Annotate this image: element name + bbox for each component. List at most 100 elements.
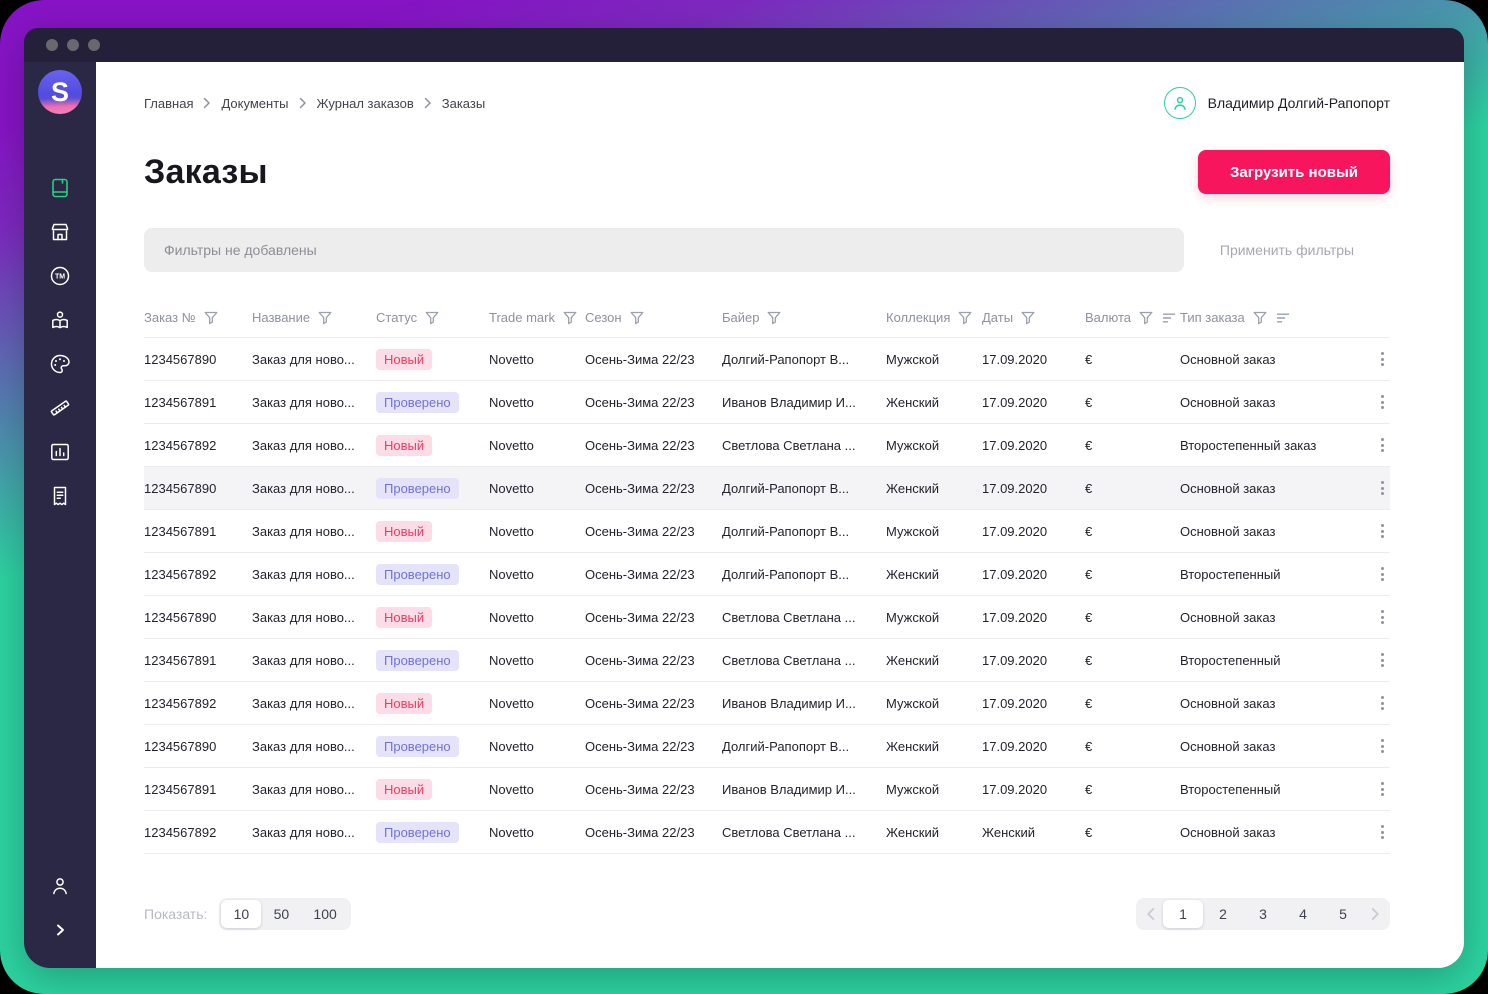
cell-status: Новый xyxy=(376,520,489,542)
sidebar-item-store[interactable] xyxy=(48,220,72,244)
page-number[interactable]: 1 xyxy=(1163,900,1203,928)
cell-dates: 17.09.2020 xyxy=(982,523,1048,539)
status-badge: Проверено xyxy=(376,735,459,757)
upload-new-button[interactable]: Загрузить новый xyxy=(1198,150,1390,194)
page-size-option[interactable]: 100 xyxy=(313,906,337,922)
row-menu-button[interactable] xyxy=(1375,346,1390,372)
filter-icon[interactable] xyxy=(203,310,219,326)
sort-icon[interactable] xyxy=(1161,310,1177,326)
app-window: S TM xyxy=(24,28,1464,968)
table-row[interactable]: 1234567892 Заказ для ново... Проверено N… xyxy=(144,811,1390,854)
column-header-dates: Даты xyxy=(982,310,1085,326)
cell-order-no: 1234567890 xyxy=(144,351,217,367)
column-header-order-no: Заказ № xyxy=(144,310,252,326)
row-menu-button[interactable] xyxy=(1375,389,1390,415)
window-control-dot[interactable] xyxy=(46,39,58,51)
table-row[interactable]: 1234567890 Заказ для ново... Проверено N… xyxy=(144,467,1390,510)
row-menu-button[interactable] xyxy=(1375,733,1390,759)
filter-icon[interactable] xyxy=(957,310,973,326)
table-row[interactable]: 1234567891 Заказ для ново... Новый Novet… xyxy=(144,510,1390,553)
sidebar-item-invoices[interactable] xyxy=(48,484,72,508)
sidebar-collapse-toggle[interactable] xyxy=(48,918,72,942)
sidebar-item-buyers[interactable] xyxy=(48,308,72,332)
breadcrumb-item[interactable]: Документы xyxy=(221,95,289,111)
page-number[interactable]: 2 xyxy=(1219,906,1227,922)
sidebar-item-sizes[interactable] xyxy=(48,396,72,420)
table-row[interactable]: 1234567890 Заказ для ново... Новый Novet… xyxy=(144,338,1390,381)
filters-input[interactable]: Фильтры не добавлены xyxy=(144,228,1184,272)
next-page-button[interactable] xyxy=(1363,900,1388,928)
status-badge: Новый xyxy=(376,434,433,456)
user-name: Владимир Долгий-Рапопорт xyxy=(1207,95,1390,111)
cell-currency: € xyxy=(1085,695,1093,711)
cell-buyer: Долгий-Рапопорт В... xyxy=(722,523,850,539)
row-menu-button[interactable] xyxy=(1375,475,1390,501)
table-row[interactable]: 1234567891 Заказ для ново... Новый Novet… xyxy=(144,768,1390,811)
table-row[interactable]: 1234567890 Заказ для ново... Проверено N… xyxy=(144,725,1390,768)
sidebar-item-profile[interactable] xyxy=(48,874,72,898)
row-menu-button[interactable] xyxy=(1375,776,1390,802)
breadcrumb-item[interactable]: Журнал заказов xyxy=(316,95,414,111)
page-size-option[interactable]: 10 xyxy=(221,900,262,928)
status-badge: Проверено xyxy=(376,391,459,413)
table-row[interactable]: 1234567892 Заказ для ново... Новый Novet… xyxy=(144,682,1390,725)
table-row[interactable]: 1234567890 Заказ для ново... Новый Novet… xyxy=(144,596,1390,639)
page-number[interactable]: 4 xyxy=(1299,906,1307,922)
status-badge: Проверено xyxy=(376,649,459,671)
prev-page-button[interactable] xyxy=(1138,900,1163,928)
column-header-order-type: Тип заказа xyxy=(1180,310,1354,326)
filter-icon[interactable] xyxy=(1252,310,1268,326)
sidebar-item-colors[interactable] xyxy=(48,352,72,376)
column-header-collection: Коллекция xyxy=(886,310,982,326)
column-header-trade-mark: Trade mark xyxy=(489,310,585,326)
cell-trade-mark: Novetto xyxy=(489,480,534,496)
table-row[interactable]: 1234567892 Заказ для ново... Новый Novet… xyxy=(144,424,1390,467)
cell-season: Осень-Зима 22/23 xyxy=(585,351,695,367)
cell-status: Новый xyxy=(376,692,489,714)
row-menu-button[interactable] xyxy=(1375,690,1390,716)
journal-icon xyxy=(48,176,72,200)
cell-name: Заказ для ново... xyxy=(252,437,355,453)
row-menu-button[interactable] xyxy=(1375,561,1390,587)
cell-status: Новый xyxy=(376,606,489,628)
store-icon xyxy=(48,220,72,244)
filter-icon[interactable] xyxy=(1020,310,1036,326)
breadcrumb-item[interactable]: Главная xyxy=(144,95,194,111)
cell-buyer: Долгий-Рапопорт В... xyxy=(722,351,850,367)
filter-icon[interactable] xyxy=(317,310,333,326)
page-size-option[interactable]: 50 xyxy=(273,906,290,922)
sort-icon[interactable] xyxy=(1275,310,1291,326)
table-body: 1234567890 Заказ для ново... Новый Novet… xyxy=(144,338,1390,854)
window-control-dot[interactable] xyxy=(67,39,79,51)
row-menu-button[interactable] xyxy=(1375,604,1390,630)
filter-icon[interactable] xyxy=(629,310,645,326)
filter-icon[interactable] xyxy=(562,310,578,326)
table-row[interactable]: 1234567892 Заказ для ново... Проверено N… xyxy=(144,553,1390,596)
filter-icon[interactable] xyxy=(1138,310,1154,326)
table-row[interactable]: 1234567891 Заказ для ново... Проверено N… xyxy=(144,381,1390,424)
filter-icon[interactable] xyxy=(766,310,782,326)
sidebar-item-analytics[interactable] xyxy=(48,440,72,464)
cell-season: Осень-Зима 22/23 xyxy=(585,394,695,410)
row-menu-button[interactable] xyxy=(1375,819,1390,845)
window-control-dot[interactable] xyxy=(88,39,100,51)
main-content: Главная Документы Журнал заказов Заказы … xyxy=(96,62,1464,968)
cell-dates: 17.09.2020 xyxy=(982,652,1048,668)
column-header-season: Сезон xyxy=(585,310,722,326)
row-menu-button[interactable] xyxy=(1375,518,1390,544)
cell-order-no: 1234567890 xyxy=(144,738,217,754)
filter-icon[interactable] xyxy=(424,310,440,326)
sidebar-item-trademarks[interactable]: TM xyxy=(48,264,72,288)
row-menu-button[interactable] xyxy=(1375,647,1390,673)
app-logo[interactable]: S xyxy=(38,70,82,114)
apply-filters-button[interactable]: Применить фильтры xyxy=(1219,242,1355,258)
cell-order-type: Основной заказ xyxy=(1180,523,1276,539)
row-menu-button[interactable] xyxy=(1375,432,1390,458)
page-number[interactable]: 5 xyxy=(1339,906,1347,922)
cell-currency: € xyxy=(1085,781,1093,797)
sidebar-item-orders-journal[interactable] xyxy=(48,176,72,200)
cell-dates: 17.09.2020 xyxy=(982,781,1048,797)
page-number[interactable]: 3 xyxy=(1259,906,1267,922)
user-menu[interactable]: Владимир Долгий-Рапопорт xyxy=(1163,87,1390,119)
table-row[interactable]: 1234567891 Заказ для ново... Проверено N… xyxy=(144,639,1390,682)
